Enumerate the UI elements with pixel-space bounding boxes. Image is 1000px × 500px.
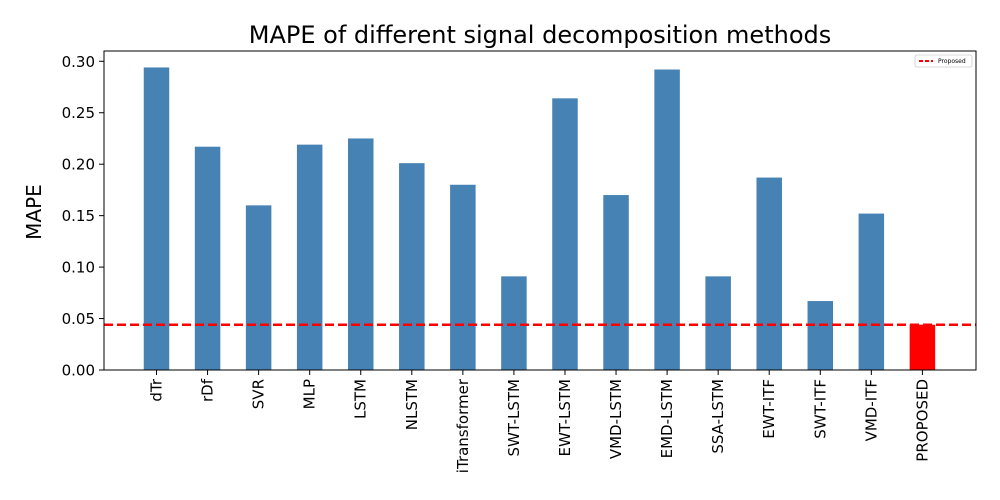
y-tick-label: 0.00 bbox=[62, 362, 95, 380]
y-tick-label: 0.05 bbox=[62, 310, 95, 328]
x-tick-label: NLSTM bbox=[403, 379, 421, 430]
bar bbox=[143, 67, 170, 371]
bar bbox=[654, 69, 680, 370]
bar bbox=[501, 276, 527, 370]
bar bbox=[399, 163, 425, 370]
x-tick-label: MLP bbox=[301, 379, 319, 409]
bars-group bbox=[143, 67, 936, 371]
legend-label: Proposed bbox=[938, 58, 966, 65]
bar bbox=[450, 184, 476, 370]
x-tick-label: EMD-LSTM bbox=[658, 379, 676, 458]
x-tick-label: SWT-LSTM bbox=[505, 379, 523, 457]
bar bbox=[756, 177, 782, 370]
bar bbox=[347, 138, 374, 370]
bar bbox=[858, 213, 885, 370]
x-tick-label: rDf bbox=[199, 378, 217, 402]
x-tick-label: VMD-LSTM bbox=[607, 379, 625, 459]
x-tick-label: EWT-ITF bbox=[760, 379, 778, 439]
bar bbox=[909, 324, 936, 370]
bar bbox=[603, 195, 629, 370]
x-tick-label: SSA-LSTM bbox=[709, 379, 727, 454]
bar bbox=[194, 146, 221, 370]
x-tick-label: iTransformer bbox=[454, 378, 472, 473]
x-tick-label: LSTM bbox=[352, 379, 370, 419]
y-tick-label: 0.30 bbox=[62, 53, 95, 71]
bar bbox=[552, 98, 578, 371]
x-tick-label: EWT-LSTM bbox=[556, 379, 574, 457]
plot-frame bbox=[103, 50, 977, 371]
bar bbox=[245, 205, 272, 370]
x-tick-label: dTr bbox=[148, 378, 166, 401]
bar bbox=[296, 144, 323, 370]
y-tick-label: 0.20 bbox=[62, 156, 95, 174]
bar bbox=[705, 276, 731, 370]
x-tick-label: SWT-ITF bbox=[811, 379, 829, 439]
legend-box bbox=[914, 54, 973, 68]
y-tick-label: 0.10 bbox=[62, 259, 95, 277]
x-axis-ticks: dTr rDf SVR MLP LSTM NLSTM iTransformer SWT-LST… bbox=[148, 370, 931, 473]
legend: Proposed bbox=[914, 54, 973, 68]
y-axis-ticks: 0.00 0.05 0.10 0.15 0.20 0.25 0.30 bbox=[62, 53, 104, 380]
y-tick-label: 0.25 bbox=[62, 104, 95, 122]
y-tick-label: 0.15 bbox=[62, 207, 95, 225]
chart-title: MAPE of different signal decomposition m… bbox=[249, 21, 831, 49]
x-tick-label: SVR bbox=[250, 379, 268, 409]
y-axis-label: MAPE bbox=[22, 184, 46, 240]
x-tick-label: PROPOSED bbox=[913, 379, 931, 462]
bar bbox=[807, 301, 834, 370]
x-tick-label: VMD-ITF bbox=[862, 379, 880, 441]
